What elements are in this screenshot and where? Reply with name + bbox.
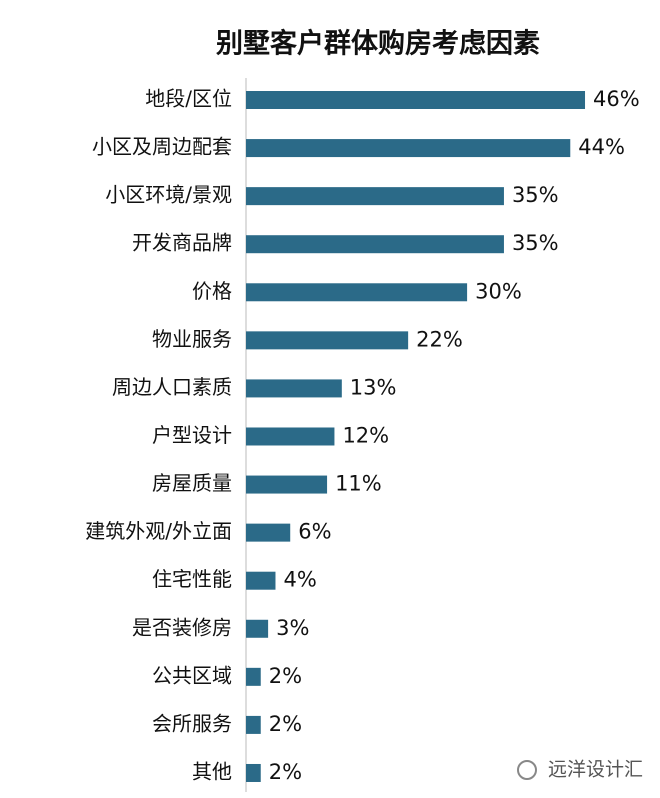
bar xyxy=(246,139,571,158)
category-label: 户型设计 xyxy=(152,423,232,447)
value-label: 35% xyxy=(512,231,559,255)
bar xyxy=(246,475,328,494)
value-label: 2% xyxy=(269,760,302,784)
category-label: 建筑外观/外立面 xyxy=(85,519,232,543)
bar xyxy=(246,331,409,350)
value-label: 46% xyxy=(593,87,640,111)
value-label: 6% xyxy=(298,520,331,544)
category-label: 会所服务 xyxy=(152,711,232,735)
value-label: 22% xyxy=(416,327,463,351)
bar xyxy=(246,667,261,686)
bar xyxy=(246,91,586,109)
value-label: 2% xyxy=(269,712,302,736)
category-label: 周边人口素质 xyxy=(112,375,232,399)
value-label: 2% xyxy=(269,664,302,688)
value-label: 12% xyxy=(342,423,389,447)
value-label: 35% xyxy=(512,183,559,207)
value-label: 4% xyxy=(283,568,316,592)
value-label: 3% xyxy=(276,616,309,640)
value-label: 13% xyxy=(350,375,397,399)
watermark-text: 远洋设计汇 xyxy=(548,759,643,781)
category-label: 住宅性能 xyxy=(152,567,232,591)
bar xyxy=(246,523,291,542)
bar xyxy=(246,379,342,398)
bar xyxy=(246,187,504,206)
value-label: 30% xyxy=(475,279,522,303)
value-label: 44% xyxy=(578,135,625,159)
category-label: 是否装修房 xyxy=(132,615,232,639)
category-label: 房屋质量 xyxy=(152,471,232,495)
bar xyxy=(246,283,468,302)
category-label: 价格 xyxy=(192,279,232,303)
bar xyxy=(246,427,335,446)
bar xyxy=(246,235,504,254)
category-label: 小区环境/景观 xyxy=(105,183,232,207)
watermark: 远洋设计汇 xyxy=(517,759,643,781)
watermark-icon xyxy=(517,760,537,780)
category-label: 地段/区位 xyxy=(145,87,232,111)
chart-title: 别墅客户群体购房考虑因素 xyxy=(216,28,540,60)
bar xyxy=(246,619,269,638)
category-label: 开发商品牌 xyxy=(132,231,232,255)
bar xyxy=(246,763,261,782)
bar xyxy=(246,571,276,590)
category-label: 小区及周边配套 xyxy=(92,135,232,159)
category-label: 物业服务 xyxy=(152,327,232,351)
bar xyxy=(246,715,261,734)
category-label: 其他 xyxy=(192,759,232,783)
category-label: 公共区域 xyxy=(152,663,232,687)
value-label: 11% xyxy=(335,472,382,496)
